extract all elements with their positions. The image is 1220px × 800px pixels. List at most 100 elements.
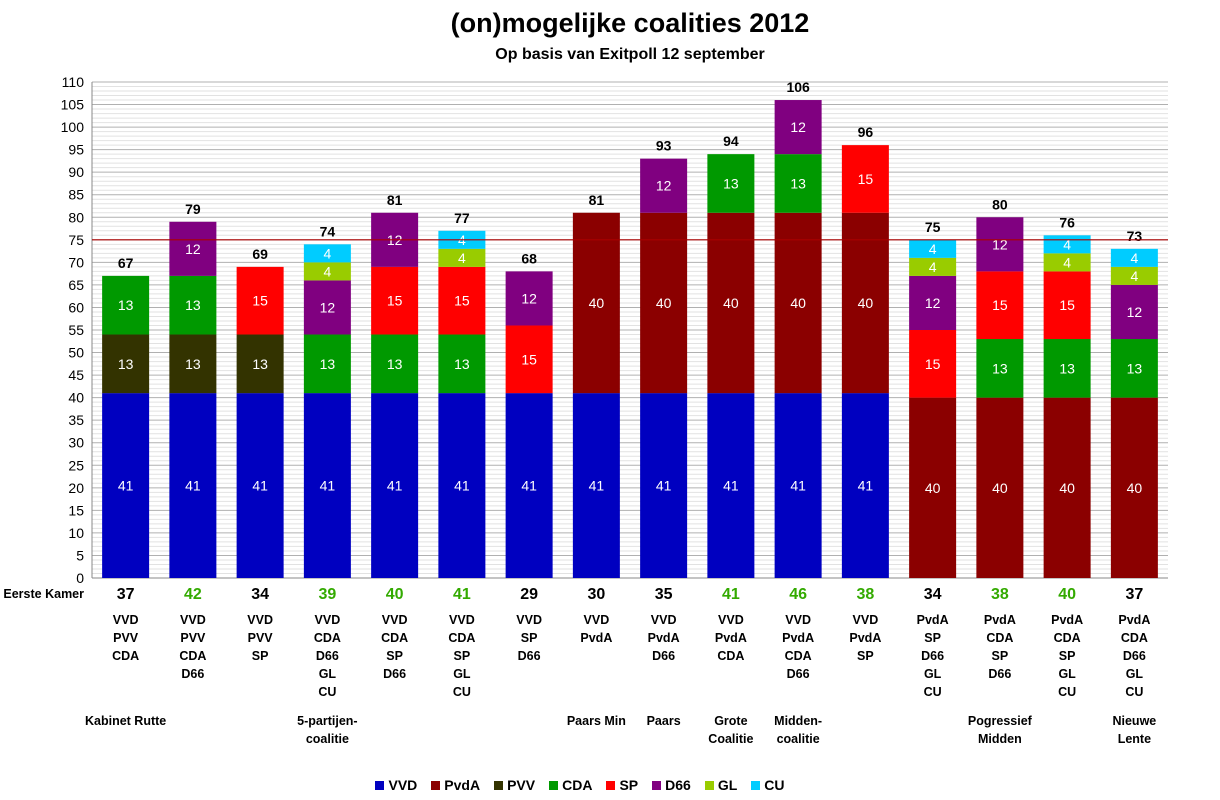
coalition-party-label: SP — [1059, 649, 1076, 663]
bar-total-label: 81 — [387, 192, 403, 208]
y-tick-label: 30 — [68, 435, 84, 451]
bar-segment-gl — [1110, 266, 1158, 285]
bar-segment-cda — [438, 334, 486, 394]
coalition-name-label: 5-partijen-coalitie — [297, 714, 357, 746]
segment-value-label: 13 — [185, 297, 201, 313]
legend-label: CDA — [562, 777, 593, 793]
y-tick-label: 45 — [68, 367, 84, 383]
bar-segment-vvd — [505, 393, 553, 578]
coalition-party-label: CDA — [381, 631, 408, 645]
coalition-party-label: VVD — [449, 613, 475, 627]
eerste-kamer-value: 38 — [856, 586, 874, 603]
segment-value-label: 41 — [790, 478, 806, 494]
bar-segment-gl — [1043, 253, 1091, 272]
bar-segment-cda — [707, 154, 755, 213]
coalition-party-label: VVD — [516, 613, 542, 627]
coalition-party-label: CDA — [1121, 631, 1148, 645]
segment-value-label: 12 — [925, 295, 941, 311]
coalition-party-label: PvdA — [580, 631, 612, 645]
coalition-party-label: CU — [1125, 685, 1143, 699]
coalition-party-label: D66 — [383, 667, 406, 681]
segment-value-label: 41 — [454, 478, 470, 494]
segment-value-label: 15 — [252, 293, 268, 309]
y-tick-label: 85 — [68, 187, 84, 203]
eerste-kamer-value: 38 — [991, 586, 1009, 603]
legend-item-pvda: PvdA — [431, 777, 480, 793]
coalition-party-label: SP — [386, 649, 403, 663]
legend-swatch — [431, 780, 441, 790]
coalition-party-label: PvdA — [1118, 613, 1150, 627]
segment-value-label: 41 — [185, 478, 201, 494]
bar-total-label: 79 — [185, 201, 201, 217]
coalition-party-label: CDA — [1054, 631, 1081, 645]
bar-segment-pvv — [102, 334, 150, 394]
bar-segment-cu — [1110, 248, 1158, 267]
coalition-party-label: PvdA — [648, 631, 680, 645]
legend-label: CU — [764, 777, 785, 793]
bar-total-label: 81 — [589, 192, 605, 208]
coalition-party-label: CDA — [179, 649, 206, 663]
legend-item-sp: SP — [606, 777, 638, 793]
bar-segment-pvda — [707, 212, 755, 394]
segment-value-label: 41 — [521, 478, 537, 494]
coalition-party-label: CU — [453, 685, 471, 699]
coalition-party-label: SP — [454, 649, 471, 663]
bar-segment-pvda — [909, 397, 957, 578]
bar-total-label: 96 — [858, 124, 874, 140]
y-tick-label: 15 — [68, 502, 84, 518]
stacked-bar-chart: 0 5 10 15 20 25 30 35 40 45 50 55 60 65 70 75 80 85 90 95 10… — [3, 74, 1168, 746]
segment-value-label: 15 — [992, 297, 1008, 313]
coalition-party-label: D66 — [1123, 649, 1146, 663]
bar-segment-gl — [438, 248, 486, 267]
bar-segment-pvv — [236, 334, 284, 394]
coalition-party-label: D66 — [921, 649, 944, 663]
coalition-name-label: Nieuwe Lente — [1112, 714, 1156, 746]
coalition-party-label: PVV — [180, 631, 206, 645]
coalition-party-label: GL — [1058, 667, 1076, 681]
bar-segment-d66 — [505, 271, 553, 326]
coalition-name-label: Grote Coalitie — [708, 714, 753, 746]
eerste-kamer-value: 46 — [789, 586, 807, 603]
segment-value-label: 41 — [589, 478, 605, 494]
legend-label: GL — [717, 777, 738, 793]
coalition-party-label: VVD — [718, 613, 744, 627]
bar-segment-vvd — [707, 393, 755, 578]
bar-segment-cda — [102, 275, 150, 335]
bar-segment-gl — [303, 262, 351, 281]
coalition-party-label: SP — [252, 649, 269, 663]
y-tick-label: 35 — [68, 412, 84, 428]
segment-value-label: 4 — [323, 263, 331, 279]
segment-value-label: 13 — [790, 175, 806, 191]
bar-total-label: 93 — [656, 138, 672, 154]
segment-value-label: 13 — [992, 360, 1008, 376]
bar-segment-vvd — [572, 393, 620, 578]
legend-item-pvv: PVV — [494, 777, 535, 793]
coalition-party-label: CDA — [717, 649, 744, 663]
bar-segment-cda — [371, 334, 419, 394]
segment-value-label: 41 — [118, 478, 134, 494]
eerste-kamer-value: 37 — [117, 586, 135, 603]
legend-label: SP — [619, 777, 639, 793]
segment-value-label: 40 — [723, 295, 739, 311]
segment-value-label: 41 — [387, 478, 403, 494]
coalition-party-label: CDA — [986, 631, 1013, 645]
y-tick-label: 50 — [68, 345, 84, 361]
coalition-party-label: CU — [318, 685, 336, 699]
coalition-party-label: SP — [521, 631, 538, 645]
segment-value-label: 12 — [521, 290, 537, 306]
eerste-kamer-value: 39 — [318, 586, 336, 603]
segment-value-label: 4 — [1063, 236, 1071, 252]
bar-segment-vvd — [774, 393, 822, 578]
bar-total-label: 68 — [521, 250, 537, 266]
bar-segment-d66 — [909, 275, 957, 330]
segment-value-label: 13 — [118, 297, 134, 313]
segment-value-label: 15 — [925, 356, 941, 372]
bar-segment-vvd — [102, 393, 150, 578]
segment-value-label: 4 — [1063, 254, 1071, 270]
bar-total-label: 80 — [992, 196, 1008, 212]
segment-value-label: 40 — [1059, 480, 1075, 496]
legend-swatch — [751, 780, 761, 790]
segment-value-label: 13 — [1127, 360, 1143, 376]
y-tick-label: 105 — [61, 97, 85, 113]
segment-value-label: 4 — [929, 241, 937, 257]
